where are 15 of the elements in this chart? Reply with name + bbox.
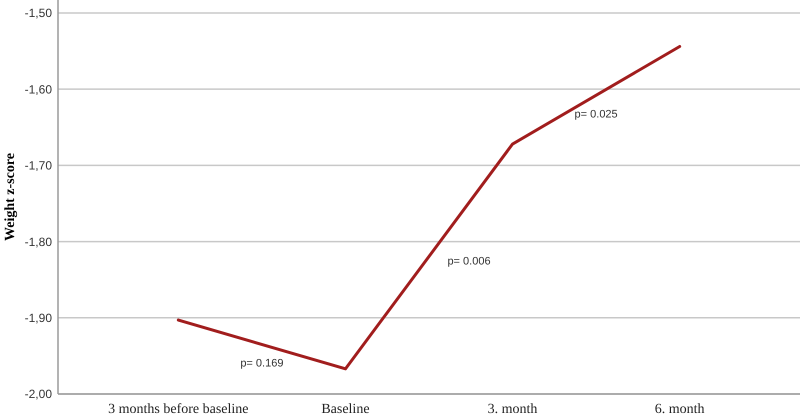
y-tick-label: -1,60 <box>24 82 52 96</box>
y-tick-label: -1,50 <box>24 6 52 20</box>
y-tick-label: -1,90 <box>24 310 52 325</box>
x-tick-label: 3 months before baseline <box>108 402 249 417</box>
y-tick-label: -2,00 <box>24 387 52 402</box>
x-tick-label: 3. month <box>488 402 538 417</box>
x-tick-label: Baseline <box>321 402 370 417</box>
annotation: p= 0.006 <box>447 255 491 268</box>
annotation: p= 0.025 <box>574 108 618 120</box>
y-tick-label: -1,80 <box>24 234 52 249</box>
x-tick-label: 6. month <box>654 402 705 417</box>
line-series <box>176 44 682 370</box>
y-axis-title: Weight z-score <box>3 153 18 241</box>
y-tick-label: -1,70 <box>24 158 52 173</box>
annotation: p= 0.169 <box>240 357 284 370</box>
